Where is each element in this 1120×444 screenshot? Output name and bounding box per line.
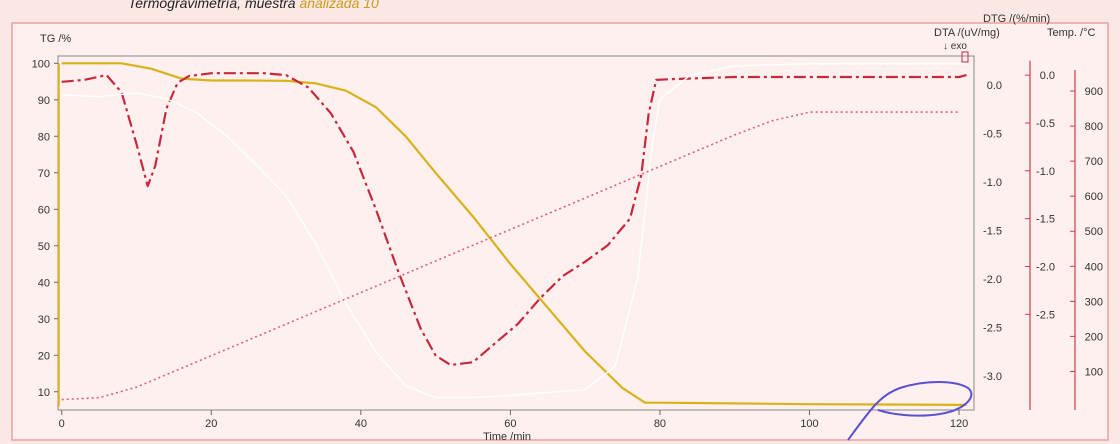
tg-curve — [61, 62, 967, 406]
dtg-tick-label: 0.0 — [1040, 70, 1055, 82]
temp-axis-label: Temp. /°C — [1047, 27, 1095, 39]
x-tick-label: 60 — [504, 418, 516, 430]
dta-tick-label: -3.0 — [983, 371, 1002, 383]
tg-tick-label: 30 — [38, 314, 50, 326]
dta-exo-label: ↓ exo — [943, 41, 967, 52]
dtg-axis-label: DTG /(%/min) — [983, 13, 1050, 25]
x-tick-label: 0 — [59, 418, 65, 430]
tg-tick-label: 40 — [38, 277, 50, 289]
dtg-tick-label: -1.0 — [1036, 166, 1055, 178]
dta-tick-label: -2.0 — [983, 274, 1002, 286]
tg-tick-label: 80 — [38, 131, 50, 143]
x-axis-label: Time /min — [483, 431, 531, 443]
pen-annotation-stroke — [847, 381, 973, 441]
dta-axis-label: DTA /(uV/mg) — [934, 27, 1000, 39]
dtg-curve — [61, 72, 967, 367]
dta-tick-label: -0.5 — [983, 129, 1002, 141]
tg-tick-label: 50 — [38, 241, 50, 253]
caption-subtext: analizada 10 — [299, 0, 379, 11]
tg-tick-label: 60 — [38, 204, 50, 216]
x-tick-label: 40 — [355, 418, 367, 430]
dta-tick-label: -2.5 — [983, 323, 1002, 335]
x-tick-label: 120 — [950, 418, 968, 430]
dtg-tick-label: -2.5 — [1036, 309, 1055, 321]
temp-tick-label: 100 — [1085, 366, 1103, 378]
temp-tick-label: 500 — [1085, 226, 1103, 238]
figure-caption: Termogravimetría, muestra analizada 10 — [128, 0, 379, 11]
chart-frame — [11, 22, 1109, 441]
tg-tick-label: 100 — [32, 58, 50, 70]
dtg-tick-label: -1.5 — [1036, 214, 1055, 226]
tg-tick-label: 10 — [38, 387, 50, 399]
end-marker — [961, 51, 969, 63]
tg-tick-label: 20 — [38, 350, 50, 362]
x-tick-label: 100 — [800, 418, 818, 430]
temp-curve — [61, 111, 959, 401]
tg-tick-label: 70 — [38, 168, 50, 180]
dtg-tick-label: -0.5 — [1036, 118, 1055, 130]
dta-tick-label: 0.0 — [987, 80, 1002, 92]
dtg-tick-label: -2.0 — [1036, 261, 1055, 273]
dta-curve — [61, 63, 967, 399]
temp-tick-label: 700 — [1085, 156, 1103, 168]
tg-tick-label: 90 — [38, 95, 50, 107]
temp-tick-label: 600 — [1085, 191, 1103, 203]
temp-tick-label: 900 — [1085, 86, 1103, 98]
x-tick-label: 20 — [205, 418, 217, 430]
x-tick-label: 80 — [654, 418, 666, 430]
series-layer — [57, 51, 969, 407]
dta-tick-label: -1.0 — [983, 177, 1002, 189]
temp-tick-label: 800 — [1085, 121, 1103, 133]
temp-tick-label: 400 — [1085, 261, 1103, 273]
temp-tick-label: 300 — [1085, 296, 1103, 308]
temp-tick-label: 200 — [1085, 331, 1103, 343]
tg-axis-label: TG /% — [40, 33, 71, 45]
axis-layer: 0 20 40 60 80 100 120 10 20 30 40 50 60 70 80 90 100 0.0 -… — [32, 58, 1103, 430]
dta-tick-label: -1.5 — [983, 226, 1002, 238]
caption-text: Termogravimetría, muestra — [128, 0, 296, 11]
